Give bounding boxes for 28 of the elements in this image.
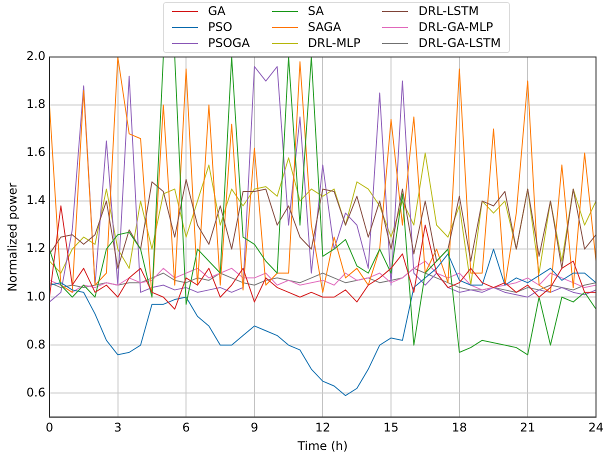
legend-label: PSO [208,20,232,35]
x-axis-title: Time (h) [296,438,348,453]
y-tick-label: 2.0 [26,49,46,64]
y-tick-label: 1.4 [26,193,46,208]
x-tick-label: 3 [114,420,122,435]
legend-label: PSOGA [208,36,250,51]
y-tick-label: 1.0 [26,289,46,304]
y-tick-label: 0.8 [26,337,46,352]
x-tick-label: 24 [588,420,604,435]
legend-label: DRL-MLP [308,36,360,51]
x-tick-label: 15 [383,420,399,435]
legend-label: DRL-LSTM [418,4,479,19]
legend-label: SA [308,4,324,19]
legend-label: SAGA [308,20,342,35]
x-tick-label: 6 [182,420,190,435]
x-tick-label: 0 [46,420,54,435]
x-tick-label: 12 [315,420,330,435]
y-tick-label: 1.2 [26,241,46,256]
y-tick-label: 1.8 [26,97,46,112]
x-tick-label: 18 [452,420,468,435]
legend-label: DRL-GA-LSTM [418,36,501,51]
legend-label: GA [208,4,226,19]
y-axis-title: Normalized power [5,182,20,292]
x-tick-label: 21 [520,420,536,435]
y-tick-label: 1.6 [26,145,46,160]
y-tick-label: 0.6 [26,385,46,400]
x-tick-label: 9 [250,420,258,435]
legend-label: DRL-GA-MLP [418,20,494,35]
